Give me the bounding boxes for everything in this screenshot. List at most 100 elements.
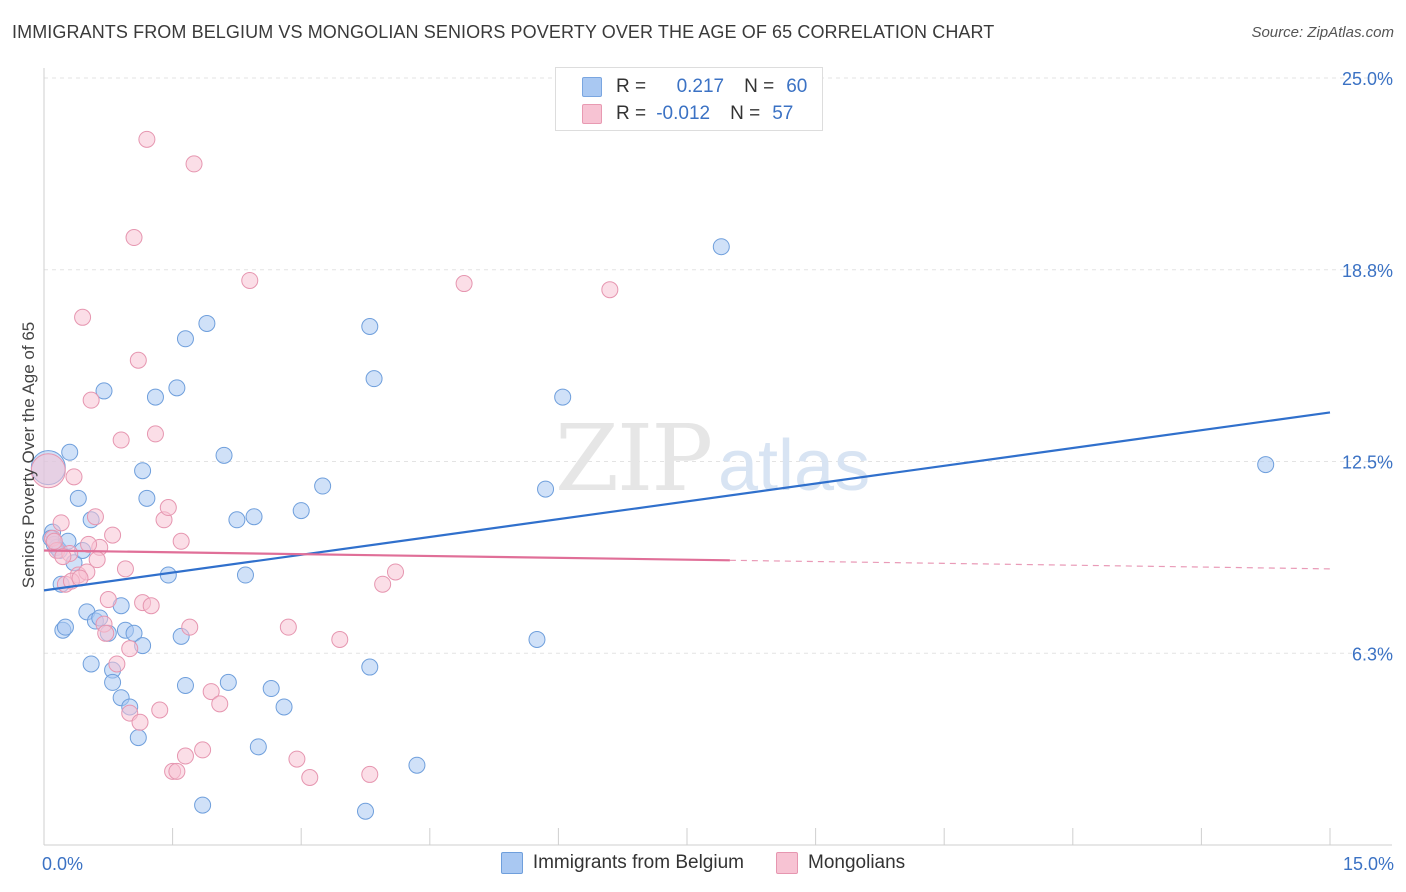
legend-swatch-belgium <box>500 852 523 874</box>
mongolians-point <box>88 551 106 569</box>
mongolians-point <box>129 351 147 369</box>
mongolians-point <box>146 425 164 443</box>
mongolians-trend-line <box>43 549 730 562</box>
n-value: 57 <box>772 103 794 124</box>
mongolians-point <box>112 431 130 449</box>
legend-item-belgium: Immigrants from Belgium <box>500 852 744 874</box>
belgium-point <box>138 489 156 507</box>
mongolians-point <box>241 271 259 289</box>
belgium-point <box>712 238 730 256</box>
legend-label-belgium: Immigrants from Belgium <box>532 852 744 873</box>
belgium-point <box>275 698 293 716</box>
belgium-point <box>528 630 546 648</box>
belgium-point <box>228 511 246 529</box>
legend-item-mongolians: Mongolians <box>776 852 905 874</box>
mongolians-point <box>176 747 194 765</box>
belgium-point <box>168 379 186 397</box>
mongolians-point <box>82 391 100 409</box>
mongolians-point <box>138 130 156 148</box>
mongolians-point <box>54 548 72 566</box>
y-tick-label: 18.8% <box>1342 261 1393 281</box>
mongolians-point <box>455 275 473 293</box>
correlation-legend: R = 0.217 N = 60 R = -0.012 N = 57 <box>555 67 823 131</box>
belgium-point <box>146 388 164 406</box>
mongolians-point <box>52 514 70 532</box>
mongolians-point <box>211 695 229 713</box>
belgium-point <box>245 508 263 526</box>
belgium-point <box>129 729 147 747</box>
legend-row-mongolians: R = -0.012 N = 57 <box>582 101 793 127</box>
belgium-point <box>361 318 379 336</box>
belgium-point <box>292 502 310 520</box>
belgium-point <box>262 680 280 698</box>
mongolians-point <box>142 597 160 615</box>
r-label: R = <box>616 76 647 97</box>
belgium-point <box>104 673 122 691</box>
mongolians-point <box>301 769 319 787</box>
mongolians-point <box>168 762 186 780</box>
belgium-point <box>176 676 194 694</box>
mongolians-point <box>131 713 149 731</box>
r-label: R = <box>616 103 647 124</box>
belgium-point <box>194 796 212 814</box>
mongolians-point <box>331 630 349 648</box>
belgium-point <box>61 443 79 461</box>
series-legend: Immigrants from Belgium Mongolians <box>0 852 1406 874</box>
legend-row-belgium: R = 0.217 N = 60 <box>582 74 807 100</box>
mongolians-point <box>374 575 392 593</box>
mongolians-point <box>125 229 143 247</box>
belgium-point <box>219 673 237 691</box>
mongolians-point <box>151 701 169 719</box>
legend-swatch-belgium <box>582 77 602 97</box>
mongolians-point <box>279 618 297 636</box>
mongolians-trend-line-dashed <box>729 559 1331 570</box>
mongolians-point <box>99 591 117 609</box>
y-tick-label: 6.3% <box>1352 644 1393 664</box>
belgium-point <box>176 330 194 348</box>
mongolians-point <box>361 765 379 783</box>
watermark-zip: ZIP <box>555 405 711 512</box>
y-tick-label: 25.0% <box>1342 69 1393 89</box>
mongolians-point <box>86 508 104 526</box>
chart-title: IMMIGRANTS FROM BELGIUM VS MONGOLIAN SEN… <box>12 22 995 42</box>
source-credit: Source: ZipAtlas.com <box>1251 24 1394 41</box>
legend-label-mongolians: Mongolians <box>808 852 906 873</box>
belgium-point <box>408 756 426 774</box>
n-label: N = <box>730 103 761 124</box>
n-label: N = <box>744 76 775 97</box>
x-tick-label-max: 15.0% <box>1343 854 1394 874</box>
belgium-point <box>134 462 152 480</box>
mongolians-point <box>74 308 92 326</box>
n-value: 60 <box>786 76 808 97</box>
belgium-point <box>82 655 100 673</box>
mongolians-point <box>181 618 199 636</box>
watermark: ZIP atlas <box>555 405 870 512</box>
trend-lines <box>43 411 1331 592</box>
belgium-point <box>357 802 374 820</box>
belgium-point <box>236 566 254 584</box>
grid <box>44 77 1392 654</box>
belgium-trend-line <box>43 411 1331 592</box>
belgium-point <box>314 477 332 495</box>
mongolians-point <box>30 453 66 489</box>
belgium-point <box>95 382 113 400</box>
y-tick-label: 12.5% <box>1342 453 1393 473</box>
mongolians-point <box>108 655 126 673</box>
mongolians-point <box>80 535 98 553</box>
mongolians-point <box>159 499 177 517</box>
mongolians-point <box>45 532 63 550</box>
r-value: 0.217 <box>676 76 725 97</box>
mongolians-point <box>121 640 139 658</box>
belgium-point <box>554 388 572 406</box>
belgium-point <box>1257 456 1275 474</box>
belgium-point <box>249 738 267 756</box>
belgium-point <box>537 480 555 498</box>
belgium-point <box>198 314 216 332</box>
mongolians-point <box>116 560 134 578</box>
mongolians-point <box>202 683 220 701</box>
belgium-point <box>365 370 383 388</box>
belgium-point <box>215 446 233 464</box>
belgium-point <box>125 624 143 642</box>
mongolians-point <box>65 468 83 486</box>
